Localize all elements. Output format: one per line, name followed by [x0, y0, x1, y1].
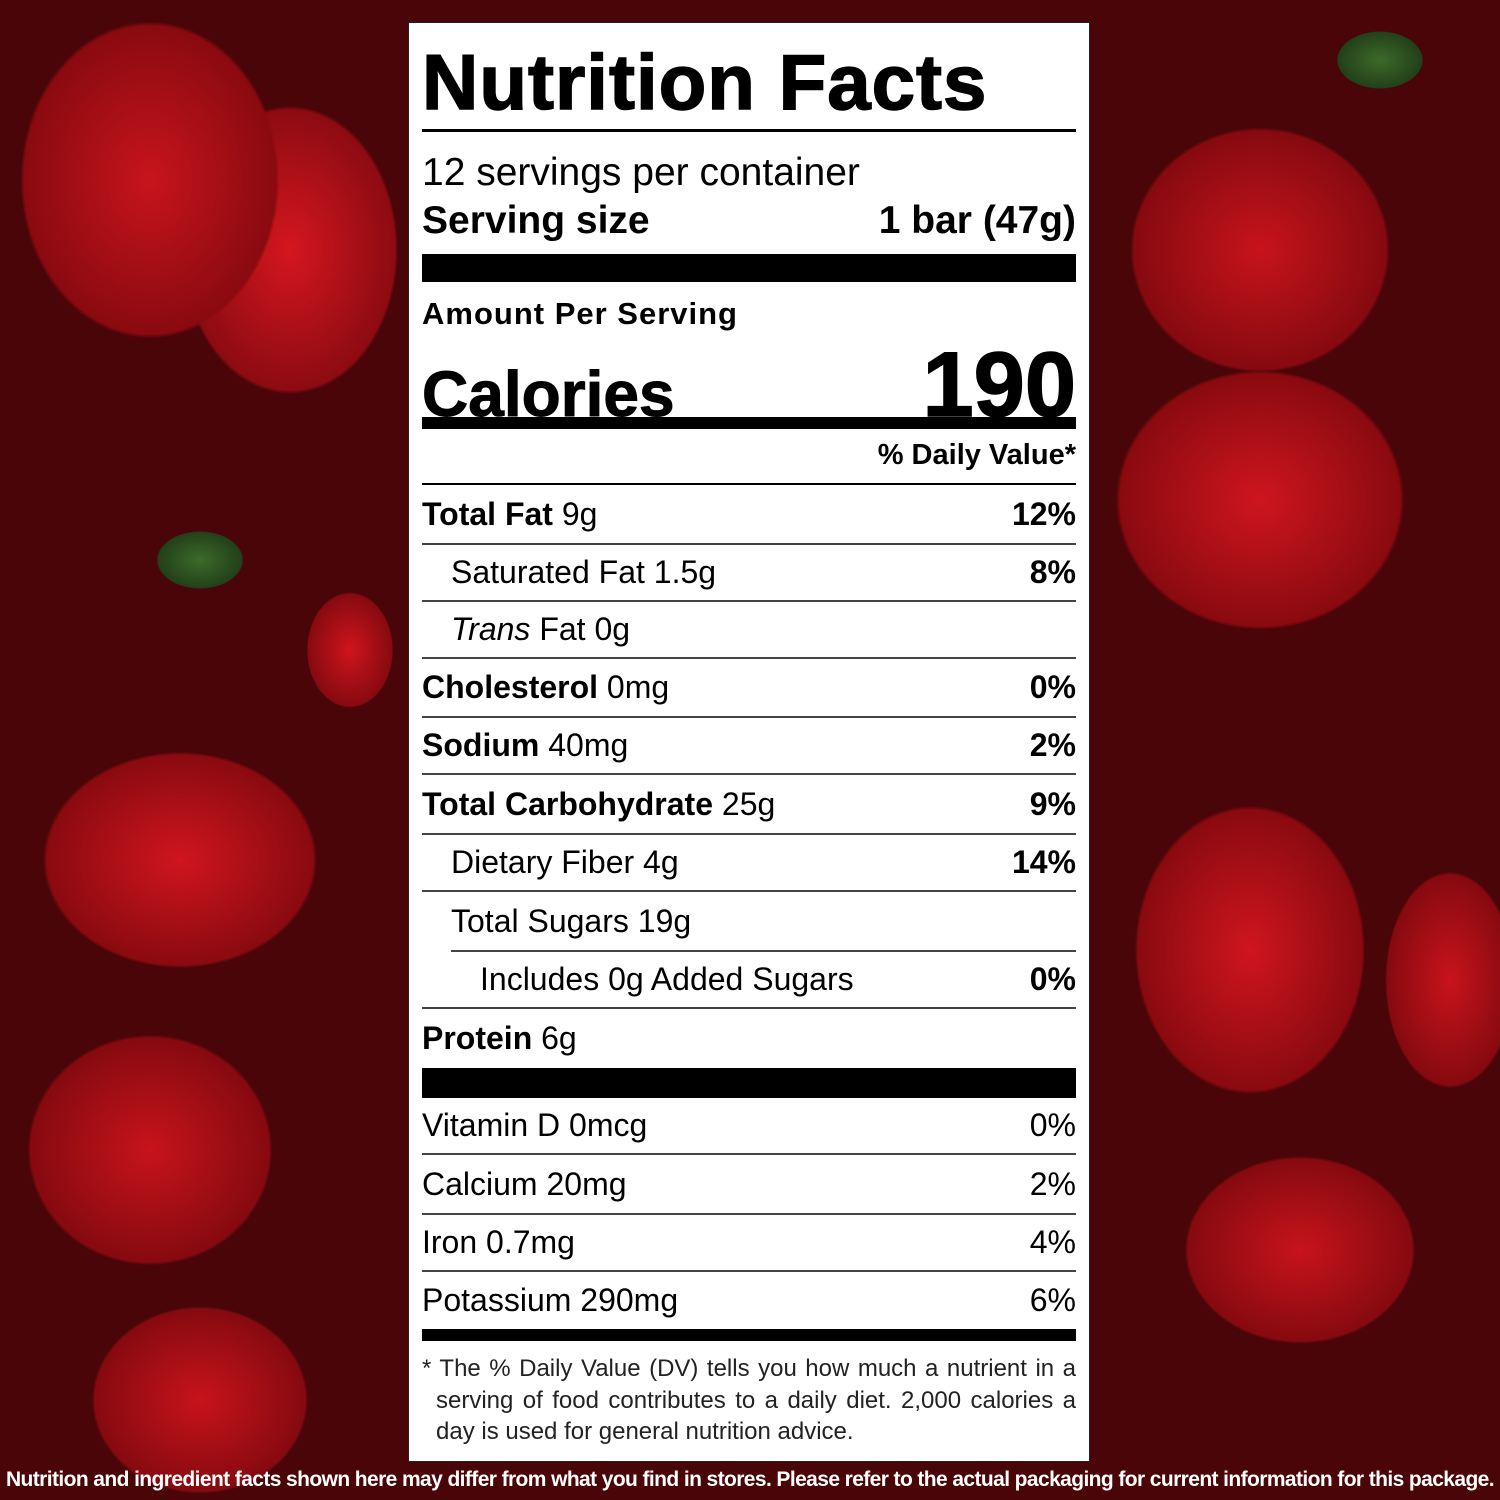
thick-divider — [422, 1068, 1076, 1098]
nutrient-name: Total Carbohydrate — [422, 785, 713, 822]
daily-value-footnote: * The % Daily Value (DV) tells you how m… — [422, 1355, 1076, 1445]
nutrient-name: Cholesterol — [422, 669, 599, 705]
nutrient-dv: 9% — [1029, 785, 1076, 822]
nutrient-row-saturated-fat: Saturated Fat 1.5g 8% — [422, 545, 1076, 602]
nutrient-amount: 19g — [637, 902, 692, 939]
vitamin-dv: 6% — [1029, 1282, 1076, 1318]
nutrient-row-cholesterol: Cholesterol 0mg 0% — [422, 659, 1076, 718]
nutrient-dv: 12% — [1011, 495, 1076, 532]
nutrient-row-trans-fat: Trans Fat 0g — [422, 602, 1076, 659]
vitamin-text: Calcium 20mg — [422, 1165, 627, 1202]
nutrient-name: Total Sugars — [451, 902, 629, 939]
daily-value-header: % Daily Value* — [877, 439, 1076, 471]
vitamin-row: Calcium 20mg 2% — [422, 1155, 1076, 1215]
nutrient-name: Dietary Fiber — [451, 844, 635, 880]
nutrient-dv: 0% — [1029, 961, 1076, 997]
nutrient-name: Sodium — [422, 727, 540, 763]
serving-size-value: 1 bar (47g) — [878, 199, 1076, 242]
nutrient-row-total-fat: Total Fat 9g 12% — [422, 485, 1076, 545]
vitamin-row: Vitamin D 0mcg 0% — [422, 1098, 1076, 1155]
label-title: Nutrition Facts — [421, 38, 988, 126]
nutrient-row-total-sugars: Total Sugars 19g — [451, 892, 1076, 952]
nutrient-name: Protein — [422, 1020, 533, 1056]
nutrient-row-dietary-fiber: Dietary Fiber 4g 14% — [422, 835, 1076, 892]
nutrient-name: Total Fat — [422, 495, 553, 532]
vitamin-text: Potassium 290mg — [422, 1282, 679, 1318]
thick-divider — [422, 254, 1076, 282]
nutrient-dv: 8% — [1029, 554, 1076, 590]
nutrient-amount: 6g — [541, 1020, 577, 1056]
nutrient-name-suffix: Fat — [539, 611, 586, 647]
nutrient-amount: 1.5g — [653, 554, 717, 590]
vitamin-row: Potassium 290mg 6% — [422, 1272, 1076, 1329]
nutrient-amount: 0g — [594, 611, 631, 647]
nutrient-row-sodium: Sodium 40mg 2% — [422, 718, 1076, 775]
divider — [422, 129, 1076, 132]
vitamin-row: Iron 0.7mg 4% — [422, 1215, 1076, 1272]
serving-size-row: Serving size 1 bar (47g) — [422, 199, 1076, 243]
medium-divider — [422, 1329, 1076, 1341]
medium-divider — [422, 417, 1076, 429]
nutrient-dv: 14% — [1011, 844, 1076, 880]
vitamin-text: Iron 0.7mg — [422, 1224, 575, 1260]
nutrition-facts-label: Nutrition Facts 12 servings per containe… — [408, 22, 1090, 1462]
nutrient-amount: 0mg — [606, 669, 670, 705]
nutrient-name: Includes 0g Added Sugars — [480, 961, 854, 997]
nutrient-amount: 9g — [561, 495, 598, 532]
nutrient-amount: 40mg — [548, 727, 629, 763]
nutrient-amount: 25g — [721, 785, 776, 822]
nutrient-dv: 0% — [1029, 669, 1076, 705]
amount-per-serving: Amount Per Serving — [422, 296, 738, 331]
vitamin-dv: 4% — [1029, 1224, 1076, 1260]
disclaimer-text: Nutrition and ingredient facts shown her… — [5, 1468, 1495, 1491]
servings-per-container: 12 servings per container — [422, 151, 860, 194]
nutrient-row-added-sugars: Includes 0g Added Sugars 0% — [422, 952, 1076, 1009]
nutrient-amount: 4g — [643, 844, 679, 880]
vitamin-dv: 2% — [1029, 1165, 1076, 1202]
nutrient-row-total-carbohydrate: Total Carbohydrate 25g 9% — [422, 775, 1076, 835]
nutrient-name: Trans — [451, 611, 531, 647]
vitamin-text: Vitamin D 0mcg — [422, 1107, 648, 1143]
serving-size-label: Serving size — [422, 199, 650, 242]
nutrient-dv: 2% — [1029, 727, 1076, 763]
nutrient-name: Saturated Fat — [451, 554, 645, 590]
vitamin-dv: 0% — [1029, 1107, 1076, 1143]
divider — [422, 483, 1076, 485]
nutrient-row-protein: Protein 6g — [422, 1009, 1076, 1068]
